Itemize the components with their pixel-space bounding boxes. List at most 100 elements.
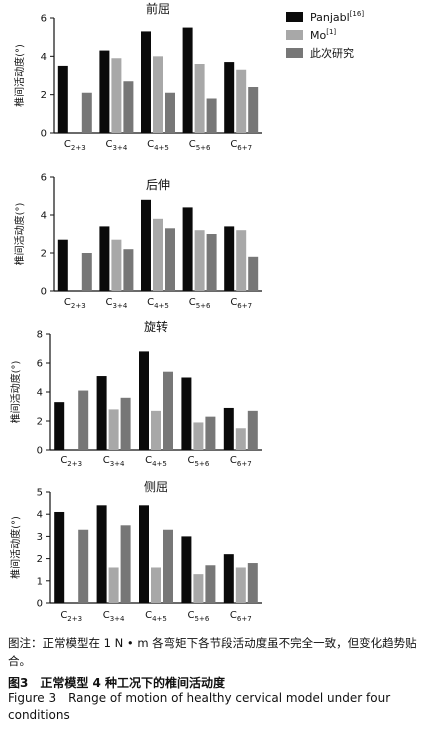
x-tick-label: C6+7 bbox=[230, 455, 252, 468]
bar-1-4 bbox=[182, 207, 193, 291]
chart-title: 前屈 bbox=[146, 1, 170, 16]
bar-1-5 bbox=[224, 226, 235, 291]
bar-1-1 bbox=[57, 65, 68, 133]
bar-2-2 bbox=[111, 239, 122, 291]
bar-1-3 bbox=[141, 31, 151, 134]
bar-1-3 bbox=[139, 351, 149, 450]
bar-1-1 bbox=[57, 239, 68, 291]
chart-title: 侧屈 bbox=[144, 480, 168, 494]
bar-2-4 bbox=[194, 230, 205, 291]
x-tick-label: C2+3 bbox=[64, 297, 86, 310]
legend-label-2: Mo[1] bbox=[310, 28, 336, 42]
bar-3-4 bbox=[205, 416, 216, 450]
bar-3-3 bbox=[163, 529, 173, 603]
bar-2-5 bbox=[236, 69, 247, 133]
x-tick-label: C6+7 bbox=[230, 297, 252, 310]
y-tick-label: 0 bbox=[41, 287, 47, 298]
y-tick-label: 4 bbox=[41, 52, 47, 63]
bar-3-1 bbox=[78, 529, 89, 603]
bar-2-3 bbox=[153, 218, 163, 291]
bar-2-2 bbox=[108, 409, 119, 450]
bar-3-4 bbox=[205, 565, 216, 603]
chart-panel-2: 0 2 4 6 椎间活动度(°) 后伸 C2+3 C3+4 C4+5 C5+6 C6+7 bbox=[13, 173, 262, 310]
x-tick-label: C2+3 bbox=[60, 455, 82, 468]
bar-2-3 bbox=[151, 567, 161, 603]
bar-2-2 bbox=[111, 58, 122, 133]
bar-2-4 bbox=[193, 422, 204, 450]
x-tick-label: C3+4 bbox=[103, 610, 125, 623]
x-tick-label: C2+3 bbox=[64, 139, 86, 152]
y-axis-label: 椎间活动度(°) bbox=[13, 203, 26, 266]
legend-swatch-2 bbox=[286, 30, 303, 40]
bar-3-5 bbox=[247, 563, 258, 603]
bar-1-2 bbox=[96, 376, 107, 450]
x-tick-label: C5+6 bbox=[188, 610, 210, 623]
legend-swatch-3 bbox=[286, 48, 303, 58]
y-tick-label: 5 bbox=[37, 488, 43, 499]
bar-3-1 bbox=[81, 92, 92, 133]
bar-3-2 bbox=[123, 249, 134, 291]
chart-title: 旋转 bbox=[144, 319, 168, 334]
y-tick-label: 0 bbox=[41, 129, 47, 140]
bar-3-5 bbox=[248, 87, 259, 133]
y-tick-label: 2 bbox=[41, 249, 47, 260]
bar-2-4 bbox=[194, 64, 205, 133]
bar-2-2 bbox=[108, 567, 119, 603]
y-tick-label: 4 bbox=[37, 510, 43, 521]
bar-1-1 bbox=[54, 511, 65, 603]
figure-note: 图注：正常模型在 1 N • m 各弯矩下各节段活动度虽不完全一致，但变化趋势贴… bbox=[8, 636, 417, 668]
bar-3-5 bbox=[247, 410, 258, 450]
bar-1-5 bbox=[223, 554, 234, 603]
figure-title-en: Figure 3 Range of motion of healthy cerv… bbox=[8, 691, 391, 722]
x-tick-label: C5+6 bbox=[189, 297, 211, 310]
bar-2-5 bbox=[236, 230, 247, 291]
y-axis-label: 椎间活动度(°) bbox=[13, 44, 26, 107]
bar-1-1 bbox=[54, 402, 65, 450]
y-tick-label: 4 bbox=[37, 388, 43, 399]
bar-1-2 bbox=[99, 50, 110, 134]
y-tick-label: 6 bbox=[41, 173, 47, 184]
bar-3-2 bbox=[123, 81, 134, 133]
y-tick-label: 2 bbox=[37, 417, 43, 428]
bar-3-4 bbox=[206, 98, 217, 133]
bar-1-4 bbox=[181, 377, 192, 450]
y-axis-label: 椎间活动度(°) bbox=[9, 516, 22, 579]
legend: Panjabl[16] Mo[1] 此次研究 bbox=[286, 10, 364, 60]
bar-1-2 bbox=[96, 505, 107, 603]
y-axis-label: 椎间活动度(°) bbox=[9, 361, 22, 424]
bar-3-2 bbox=[120, 525, 131, 603]
bar-3-3 bbox=[165, 92, 175, 133]
y-tick-label: 6 bbox=[41, 14, 47, 25]
chart-panels: 0 2 4 6 椎间活动度(°) 前屈 C2+3 C3+4 C4+5 C5+6 C6+7 0 2 4 6 椎间… bbox=[9, 1, 262, 623]
bar-1-4 bbox=[181, 536, 192, 603]
legend-label-1: Panjabl[16] bbox=[310, 10, 364, 24]
bar-3-5 bbox=[248, 256, 259, 291]
x-tick-label: C4+5 bbox=[145, 455, 167, 468]
x-tick-label: C3+4 bbox=[106, 139, 128, 152]
bar-3-3 bbox=[165, 228, 175, 291]
bar-1-3 bbox=[139, 505, 149, 603]
bar-3-3 bbox=[163, 371, 173, 450]
y-tick-label: 2 bbox=[41, 90, 47, 101]
x-tick-label: C4+5 bbox=[147, 139, 169, 152]
x-tick-label: C3+4 bbox=[103, 455, 125, 468]
x-tick-label: C5+6 bbox=[189, 139, 211, 152]
x-tick-label: C5+6 bbox=[188, 455, 210, 468]
y-tick-label: 1 bbox=[37, 576, 43, 587]
x-tick-label: C2+3 bbox=[60, 610, 82, 623]
bar-1-4 bbox=[182, 27, 193, 133]
bar-3-2 bbox=[120, 397, 131, 450]
y-tick-label: 2 bbox=[37, 554, 43, 565]
bar-3-4 bbox=[206, 234, 217, 291]
x-tick-label: C4+5 bbox=[145, 610, 167, 623]
y-tick-label: 0 bbox=[37, 446, 43, 457]
bar-1-5 bbox=[223, 407, 234, 450]
bar-1-2 bbox=[99, 226, 110, 291]
bar-2-3 bbox=[151, 410, 161, 450]
y-tick-label: 6 bbox=[37, 359, 43, 370]
bar-2-3 bbox=[153, 56, 163, 134]
y-tick-label: 0 bbox=[37, 599, 43, 610]
legend-label-3: 此次研究 bbox=[310, 46, 354, 60]
bar-2-5 bbox=[235, 567, 246, 603]
